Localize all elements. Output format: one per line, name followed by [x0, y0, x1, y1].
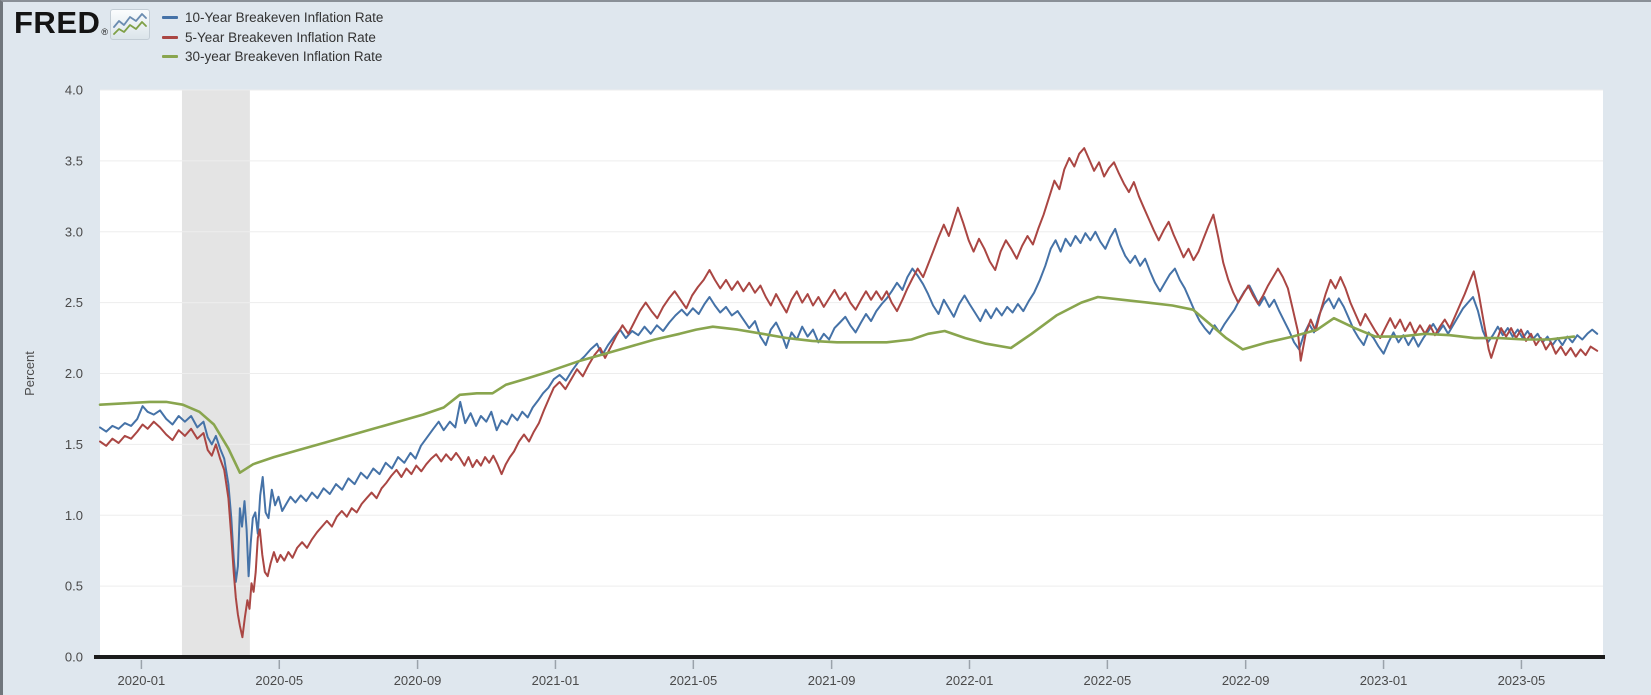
legend-item-30-year: 30-year Breakeven Inflation Rate [162, 47, 383, 67]
legend-swatch-5-year [162, 35, 179, 39]
legend-swatch-30-year [162, 55, 179, 59]
y-tick-label-3.5: 3.5 [65, 153, 83, 168]
y-tick-label-2.0: 2.0 [65, 366, 83, 381]
x-tick-label-2020-01: 2020-01 [118, 673, 166, 688]
y-tick-label-0.0: 0.0 [65, 650, 83, 665]
x-tick-label-2023-05: 2023-05 [1498, 673, 1546, 688]
x-tick-label-2021-01: 2021-01 [532, 673, 580, 688]
legend-item-10-year: 10-Year Breakeven Inflation Rate [162, 8, 383, 28]
legend-label-5-year: 5-Year Breakeven Inflation Rate [185, 29, 376, 45]
y-tick-label-1.5: 1.5 [65, 437, 83, 452]
x-tick-label-2022-01: 2022-01 [946, 673, 994, 688]
fred-sparkline-icon [110, 9, 151, 40]
fred-logo[interactable]: FRED ® [14, 5, 151, 40]
x-tick-label-2021-05: 2021-05 [669, 673, 717, 688]
series-line-30-year[interactable] [98, 295, 1576, 475]
fred-registered-mark: ® [101, 27, 109, 37]
legend-item-5-year: 5-Year Breakeven Inflation Rate [162, 28, 383, 48]
fred-logo-text: FRED [14, 5, 101, 40]
legend-label-30-year: 30-year Breakeven Inflation Rate [185, 49, 383, 65]
x-tick-label-2021-09: 2021-09 [808, 673, 856, 688]
series-line-10-year[interactable] [99, 227, 1599, 583]
x-tick-label-2022-05: 2022-05 [1084, 673, 1132, 688]
x-tick-label-2023-01: 2023-01 [1360, 673, 1408, 688]
series-line-5-year[interactable] [99, 147, 1599, 639]
x-tick-label-2022-09: 2022-09 [1222, 673, 1270, 688]
x-tick-label-2020-09: 2020-09 [394, 673, 442, 688]
x-tick-label-2020-05: 2020-05 [255, 673, 303, 688]
y-tick-label-0.5: 0.5 [65, 579, 83, 594]
legend-swatch-10-year [162, 16, 179, 20]
y-tick-label-4.0: 4.0 [65, 83, 83, 98]
y-tick-label-2.5: 2.5 [65, 295, 83, 310]
breakeven-inflation-chart[interactable]: 0.0 0.5 1.0 1.5 2.0 2.5 3.0 3.5 4.0 2020-01 2020-0… [3, 2, 1651, 695]
chart-header: FRED ® 10-Year Breakeven Inflation Rate [14, 6, 383, 67]
y-tick-label-3.0: 3.0 [65, 224, 83, 239]
y-tick-label-1.0: 1.0 [65, 508, 83, 523]
y-axis-title: Percent [22, 351, 37, 396]
chart-legend: 10-Year Breakeven Inflation Rate 5-Year … [162, 8, 383, 67]
x-axis-line [94, 655, 1605, 659]
legend-label-10-year: 10-Year Breakeven Inflation Rate [185, 10, 384, 26]
